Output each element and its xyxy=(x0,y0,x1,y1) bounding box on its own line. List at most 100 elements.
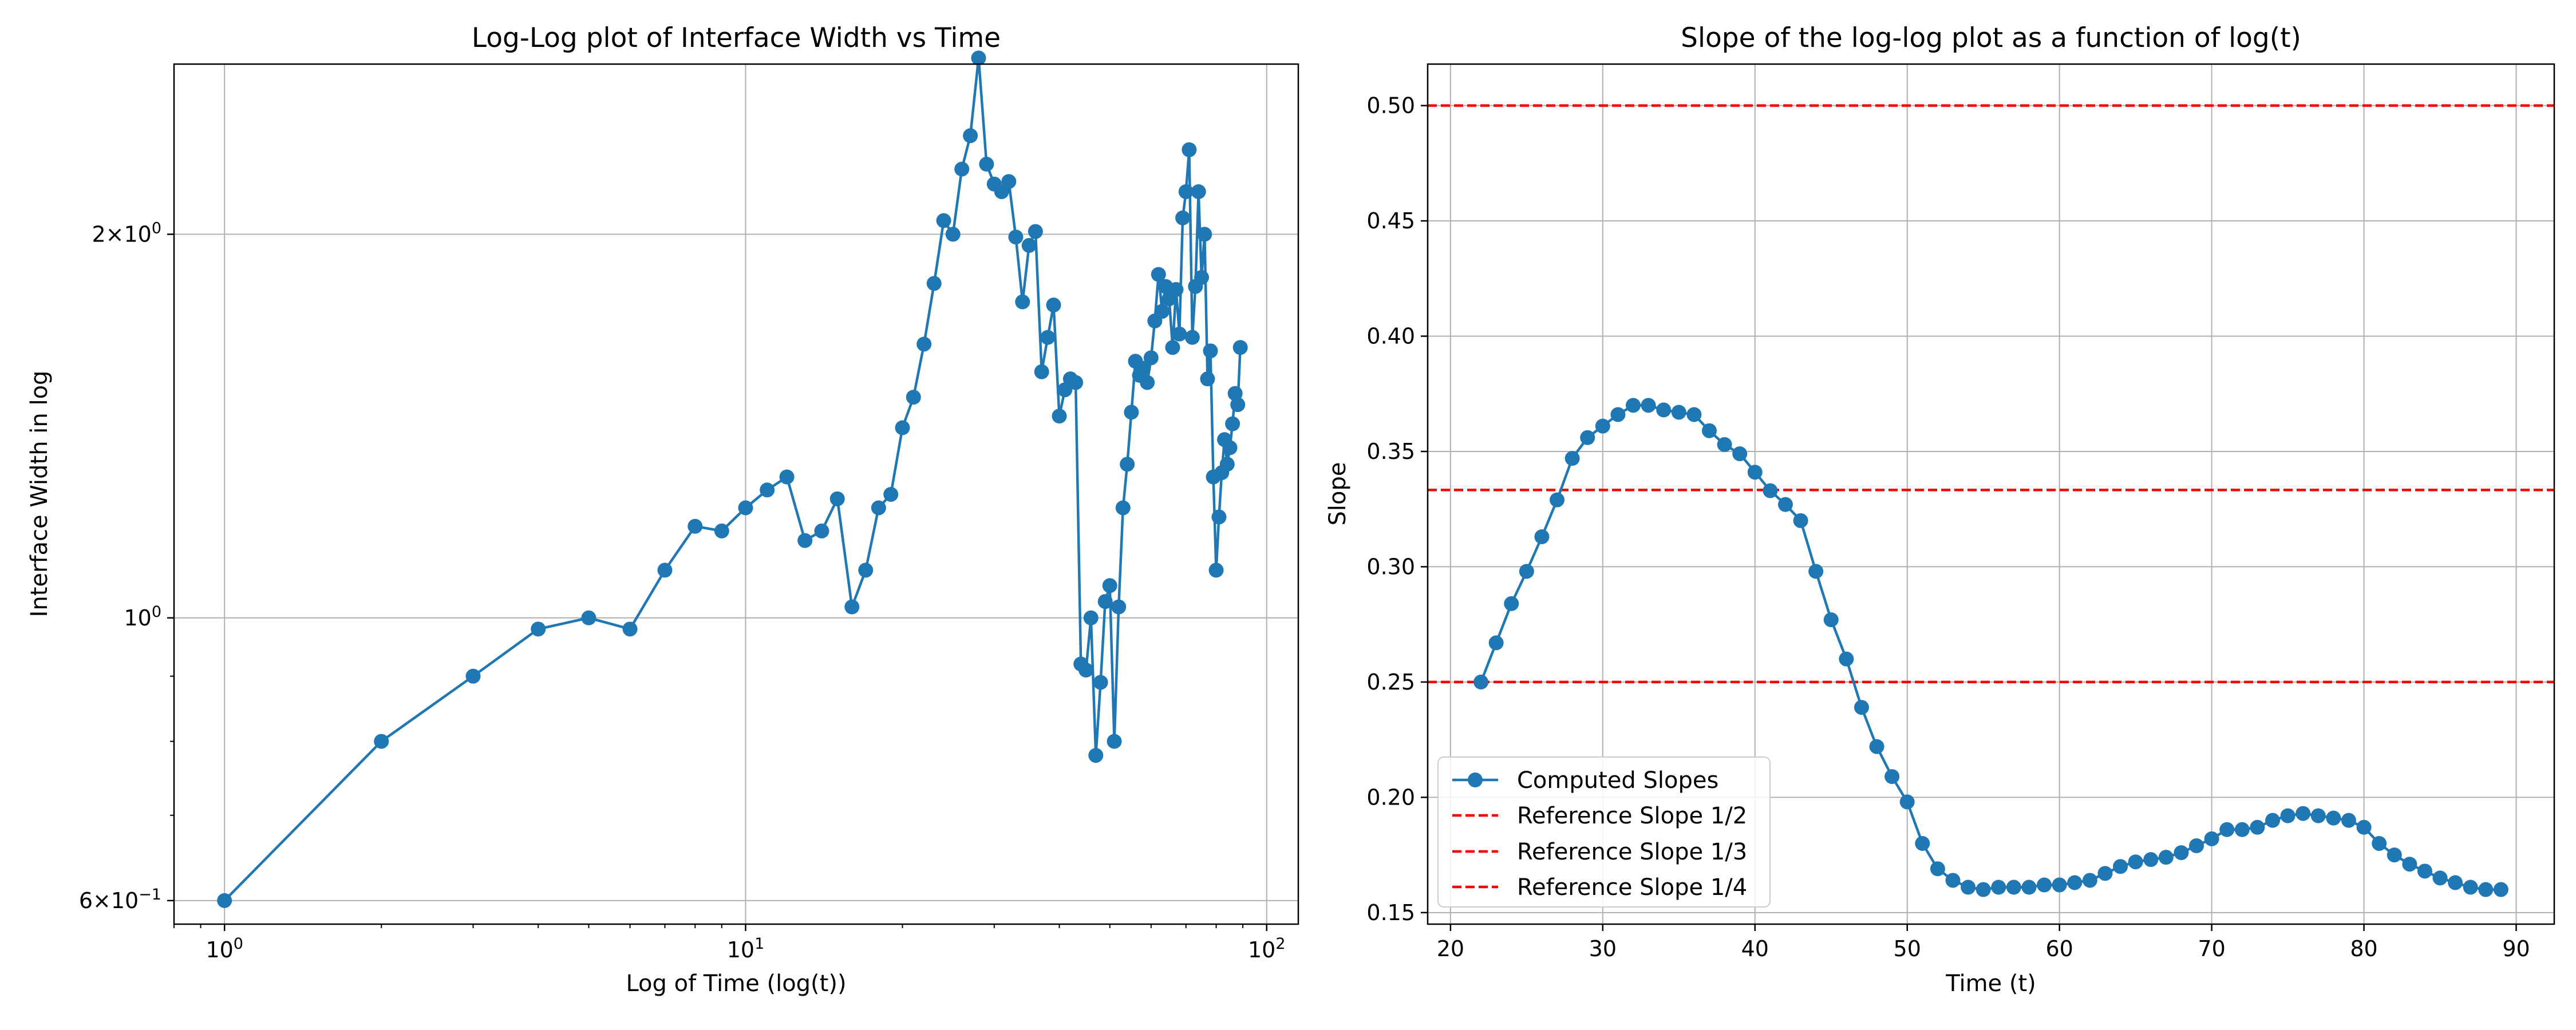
left-data-point xyxy=(916,336,932,352)
computed-slope-point xyxy=(1519,564,1534,579)
left-data-point xyxy=(1102,578,1117,593)
computed-slope-point xyxy=(1777,497,1793,512)
left-data-point xyxy=(1203,343,1218,359)
computed-slope-point xyxy=(1550,492,1565,508)
left-data-point xyxy=(1021,237,1037,253)
legend-label-computed-slopes: Computed Slopes xyxy=(1517,767,1718,794)
computed-slope-point xyxy=(2326,810,2341,826)
left-data-point xyxy=(1168,282,1184,297)
right-y-tick-label: 0.25 xyxy=(1366,670,1415,695)
left-data-point xyxy=(1230,397,1246,413)
left-data-point xyxy=(1115,500,1131,516)
right-chart-y-label: Slope xyxy=(1325,462,1351,526)
right-chart-y-ticks: 0.15 0.20 0.25 0.30 0.35 0.40 0.45 0.50 xyxy=(1366,93,1428,925)
left-chart-frame xyxy=(173,63,1299,925)
computed-slope-point xyxy=(1747,465,1763,480)
left-data-point xyxy=(1200,371,1215,387)
left-x-tick-label: 101 xyxy=(727,935,765,962)
computed-slope-point xyxy=(2372,835,2387,851)
left-data-point xyxy=(581,610,596,625)
computed-slope-point xyxy=(2174,845,2189,861)
left-data-point xyxy=(1151,267,1166,282)
left-chart-grid xyxy=(174,64,1298,924)
left-data-point xyxy=(1124,405,1139,420)
left-data-point xyxy=(1184,330,1200,345)
right-y-tick-label: 0.30 xyxy=(1366,554,1415,579)
computed-slope-point xyxy=(1839,651,1854,667)
legend-label-ref-third: Reference Slope 1/3 xyxy=(1517,839,1747,865)
left-data-point xyxy=(814,523,829,538)
left-data-point xyxy=(1088,748,1104,763)
left-data-point xyxy=(1083,610,1099,625)
left-data-point xyxy=(1197,227,1212,242)
right-chart-x-ticks: 20 30 40 50 60 70 80 90 xyxy=(1437,924,2530,961)
legend-marker-computed-slopes xyxy=(1468,772,1483,787)
left-data-point xyxy=(1120,457,1135,472)
left-data-point xyxy=(217,893,232,908)
computed-slope-point xyxy=(1732,446,1748,461)
left-y-tick-label: 6×10−1 xyxy=(79,886,161,913)
computed-slope-point xyxy=(2402,857,2417,872)
left-data-point xyxy=(1191,184,1206,199)
computed-slope-point xyxy=(1823,612,1839,628)
computed-slope-point xyxy=(2143,852,2159,867)
left-data-point xyxy=(979,156,994,172)
left-chart-minor-ticks xyxy=(170,675,1244,928)
computed-slope-point xyxy=(2478,882,2494,897)
left-data-point xyxy=(1182,142,1197,157)
computed-slope-point xyxy=(1991,880,2006,895)
computed-slope-point xyxy=(1702,423,1717,438)
left-data-point xyxy=(1225,416,1240,431)
left-data-point xyxy=(1052,409,1067,424)
left-data-point xyxy=(829,491,845,506)
legend-label-ref-half: Reference Slope 1/2 xyxy=(1517,803,1747,829)
left-x-tick-label: 102 xyxy=(1248,935,1286,962)
legend-label-ref-quarter: Reference Slope 1/4 xyxy=(1517,874,1747,901)
left-data-point xyxy=(926,276,942,291)
computed-slope-point xyxy=(1686,407,1702,422)
left-data-point xyxy=(1015,294,1030,310)
computed-slope-point xyxy=(2128,854,2143,870)
left-data-point xyxy=(465,668,481,684)
left-data-point xyxy=(1097,594,1113,609)
computed-slope-point xyxy=(1899,794,1915,810)
computed-slope-point xyxy=(1488,635,1504,651)
computed-slope-point xyxy=(2341,813,2356,828)
left-data-point xyxy=(714,523,729,538)
computed-slope-point xyxy=(1504,596,1519,611)
left-data-point xyxy=(1111,599,1127,615)
right-x-tick-label: 90 xyxy=(2502,936,2530,961)
computed-slope-point xyxy=(1763,483,1778,498)
computed-slope-point xyxy=(2417,863,2432,879)
computed-slope-point xyxy=(2280,808,2296,823)
left-chart-x-ticks: 100 101 102 xyxy=(206,924,1286,962)
computed-slope-point xyxy=(2265,813,2280,828)
left-chart-y-ticks: 6×10−1 100 2×100 xyxy=(79,219,174,913)
left-data-point xyxy=(688,518,703,534)
left-data-point xyxy=(1208,562,1224,578)
computed-slope-point xyxy=(2082,873,2097,888)
left-series-line xyxy=(223,57,1242,902)
left-data-point xyxy=(1068,375,1084,390)
computed-slope-point xyxy=(2432,870,2448,886)
computed-slope-point xyxy=(2448,875,2463,890)
computed-slope-point xyxy=(1656,402,1672,418)
computed-slope-point xyxy=(1961,880,1976,895)
left-data-point xyxy=(858,562,874,578)
left-data-point xyxy=(871,500,886,516)
left-y-tick-label: 2×100 xyxy=(92,219,161,247)
right-chart-frame xyxy=(1427,63,2555,925)
left-data-point xyxy=(1040,330,1056,345)
left-chart-series xyxy=(217,50,1248,908)
left-data-point xyxy=(954,161,970,177)
left-data-point xyxy=(963,128,978,144)
left-data-point xyxy=(883,486,899,502)
left-data-point xyxy=(1165,340,1180,355)
legend-frame xyxy=(1437,756,1771,908)
computed-slope-point xyxy=(2356,819,2372,835)
computed-slope-point xyxy=(1534,529,1550,545)
left-data-point xyxy=(895,420,910,435)
left-data-point xyxy=(1008,229,1024,245)
computed-slope-point xyxy=(2234,822,2250,837)
